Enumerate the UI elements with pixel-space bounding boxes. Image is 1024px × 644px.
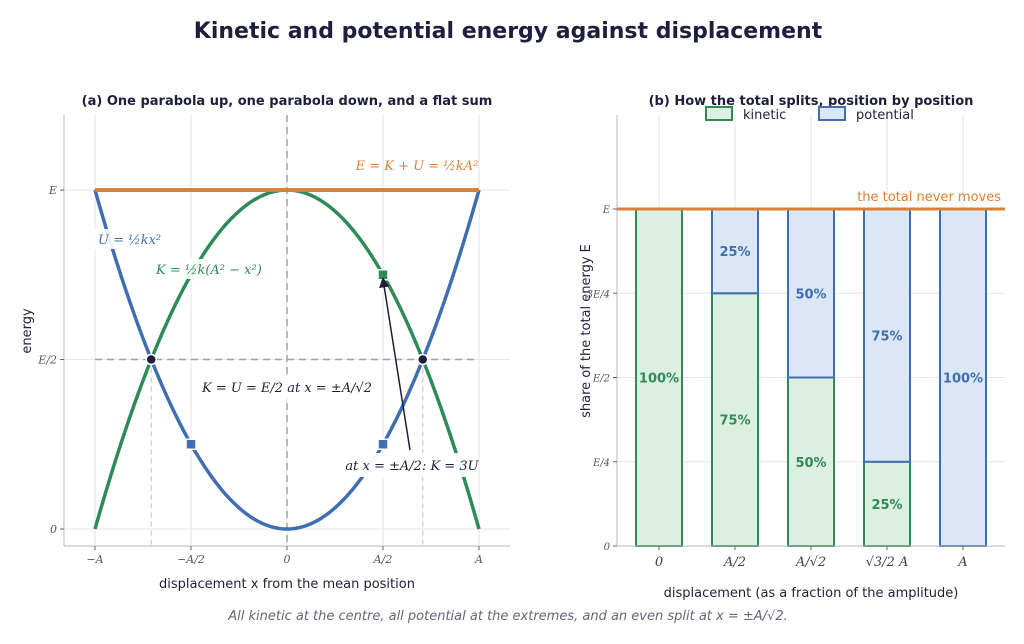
panel-b: (b) How the total splits, position by po… bbox=[579, 94, 1005, 601]
panel-b-y-tick-label: E bbox=[602, 205, 611, 216]
annotation-quarter: at x = ±A/2: K = 3U bbox=[345, 276, 480, 477]
panel-b-y-tick-label: E/4 bbox=[592, 458, 610, 469]
equal-split-note: K = U = E/2 at x = ±A/√2 bbox=[201, 381, 372, 396]
kinetic-energy-label: K = ½k(A² − x²) bbox=[155, 263, 262, 278]
panel-a-guides bbox=[95, 115, 479, 546]
panel-a-series bbox=[93, 188, 481, 531]
panel-b-y-tick-label: E/2 bbox=[592, 374, 610, 385]
panel-b-title: (b) How the total splits, position by po… bbox=[649, 94, 974, 109]
potential-energy-label: U = ½kx² bbox=[98, 233, 161, 248]
legend-potential-swatch bbox=[818, 106, 846, 121]
panel-b-y-axis-label: share of the total energy E bbox=[579, 244, 594, 418]
total-energy-label: E = K + U = ½kA² bbox=[355, 159, 479, 174]
kinetic-value-label: 100% bbox=[639, 372, 679, 387]
panel-a-y-axis-label: energy bbox=[20, 308, 35, 354]
panel-a-title: (a) One parabola up, one parabola down, … bbox=[82, 94, 493, 109]
panel-b-legend: kinetic potential bbox=[705, 106, 914, 123]
kinetic-quarter-marker bbox=[377, 269, 389, 281]
panel-a-x-tick-label: A/2 bbox=[373, 553, 393, 566]
total-line-label: the total never moves bbox=[857, 190, 1001, 205]
panel-a-y-ticks: 0 E/2 E bbox=[37, 184, 64, 536]
potential-value-label: 100% bbox=[943, 372, 983, 387]
potential-value-label: 50% bbox=[795, 287, 826, 302]
label-potential-energy: U = ½kx² bbox=[94, 229, 164, 249]
panel-a-markers bbox=[145, 269, 429, 450]
panel-b-y-ticks: 0 E/4 E/2 3E/4 E bbox=[587, 205, 617, 553]
panel-b-y-tick-label: 3E/4 bbox=[587, 289, 610, 300]
legend-kinetic-label: kinetic bbox=[743, 108, 786, 123]
kinetic-bar-segment bbox=[863, 460, 911, 547]
panel-a-x-ticks: −A −A/2 0 A/2 A bbox=[86, 546, 483, 566]
panel-b-x-tick-label: A/√2 bbox=[795, 555, 826, 570]
potential-bar-segment bbox=[939, 208, 987, 547]
potential-energy-curve bbox=[93, 189, 481, 531]
panel-a-x-tick-label: A bbox=[474, 553, 483, 566]
annotation-equal-split: K = U = E/2 at x = ±A/√2 bbox=[193, 376, 381, 398]
panel-b-x-tick-label: A bbox=[957, 555, 967, 570]
kinetic-bar-segment bbox=[635, 208, 683, 547]
panel-a-x-axis-label: displacement x from the mean position bbox=[159, 577, 415, 592]
panel-a-x-tick-label: −A/2 bbox=[177, 553, 205, 566]
kinetic-value-label: 50% bbox=[795, 456, 826, 471]
panel-b-x-ticks: 0 A/2 A/√2 √3/2 A A bbox=[655, 546, 968, 570]
panel-b-x-tick-label: 0 bbox=[655, 555, 663, 570]
panel-b-bars: 100% 75% 25% 50% 50% 25% 75% 100% bbox=[635, 208, 987, 547]
panel-b-x-tick-label: A/2 bbox=[723, 555, 746, 570]
panel-a-x-tick-label: −A bbox=[86, 553, 103, 566]
figure-title: Kinetic and potential energy against dis… bbox=[194, 19, 823, 44]
potential-value-label: 25% bbox=[719, 245, 750, 260]
potential-quarter-marker bbox=[377, 438, 389, 450]
panel-b-y-tick-label: 0 bbox=[604, 542, 611, 553]
equal-split-point bbox=[145, 353, 157, 366]
panel-b-x-tick-label: √3/2 A bbox=[866, 555, 909, 570]
figure-caption: All kinetic at the centre, all potential… bbox=[227, 609, 788, 624]
panel-a: (a) One parabola up, one parabola down, … bbox=[20, 94, 510, 592]
panel-a-y-tick-label: E bbox=[48, 184, 57, 197]
label-kinetic-energy: K = ½k(A² − x²) bbox=[152, 259, 270, 279]
kinetic-value-label: 25% bbox=[871, 498, 902, 513]
legend-kinetic-swatch bbox=[705, 106, 733, 121]
kinetic-value-label: 75% bbox=[719, 414, 750, 429]
potential-bar-segment bbox=[787, 208, 835, 379]
panel-a-y-tick-label: E/2 bbox=[37, 354, 57, 367]
panel-b-x-axis-label: displacement (as a fraction of the ampli… bbox=[664, 586, 959, 601]
potential-value-label: 75% bbox=[871, 329, 902, 344]
legend-potential-label: potential bbox=[856, 108, 914, 123]
quarter-arrow bbox=[379, 276, 411, 451]
equal-split-point bbox=[417, 353, 429, 366]
potential-quarter-marker bbox=[185, 438, 197, 450]
quarter-note: at x = ±A/2: K = 3U bbox=[345, 459, 479, 474]
panel-a-x-tick-label: 0 bbox=[284, 553, 291, 566]
label-total-energy: E = K + U = ½kA² bbox=[355, 159, 479, 174]
panel-a-y-tick-label: 0 bbox=[50, 523, 57, 536]
kinetic-bar-segment bbox=[787, 376, 835, 547]
